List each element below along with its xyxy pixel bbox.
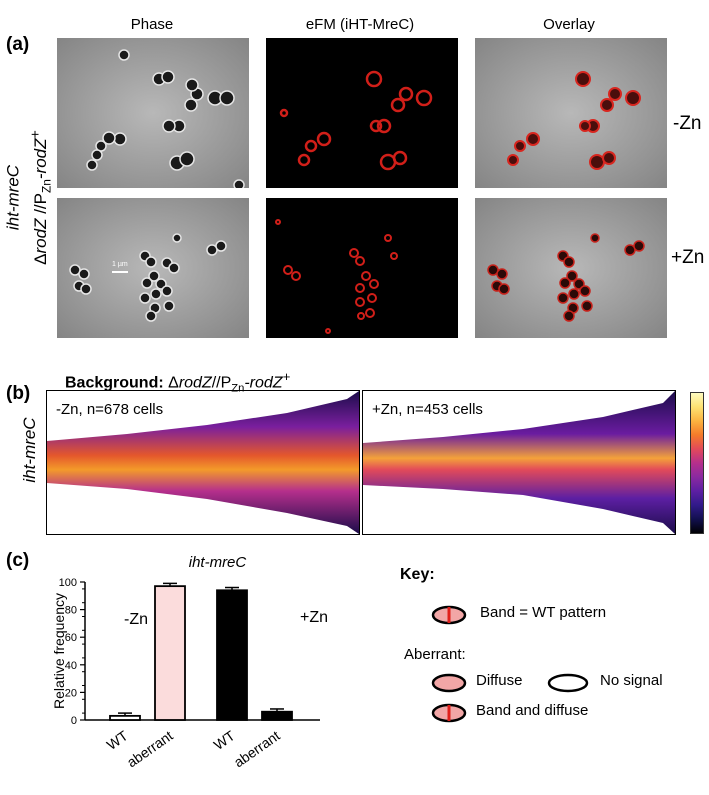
key: Key: Band = WT pattern Aberrant: Diffuse… [400, 566, 700, 746]
y-tick-label: 0 [71, 715, 77, 727]
bar-minus-zn-aberrant [154, 585, 186, 721]
x-tick-label: WT [211, 727, 238, 753]
x-tick-label: aberrant [231, 727, 283, 770]
y-tick-label: 20 [65, 687, 77, 699]
group-label-minus-zn: -Zn [124, 611, 148, 628]
background-label: Background: ΔrodZ//PZn-rodZ+ [65, 369, 291, 395]
panel-c-label: (c) [6, 550, 30, 571]
overlay-image-minus-zn [475, 38, 667, 188]
overlay-image-plus-zn [475, 198, 667, 338]
phase-image-plus-zn: 1 µm [57, 198, 249, 338]
column-title-efm: eFM (iHT-MreC) [305, 16, 415, 33]
column-title-phase: Phase [130, 16, 174, 33]
diffuse-cell-icon [431, 673, 467, 693]
kymograph-minus-zn-label: -Zn, n=678 cells [52, 400, 168, 419]
strain-label: iht-mreC ΔrodZ //PZn-rodZ+ [2, 78, 57, 318]
key-diffuse-label: Diffuse [476, 672, 523, 689]
no-signal-cell-icon [547, 673, 589, 693]
kymograph-plus-zn: +Zn, n=453 cells [362, 390, 676, 535]
panel-a-label: (a) [6, 34, 30, 55]
key-no-signal-label: No signal [600, 672, 663, 689]
band-diffuse-cell-icon [431, 703, 467, 723]
y-tick-label: 40 [65, 660, 77, 672]
x-tick-label: aberrant [124, 727, 176, 770]
bar-chart: iht-mreC 0 20 40 60 80 100 Relative frequency WT… [40, 552, 360, 790]
strain-label-line2: ΔrodZ //PZn-rodZ+ [27, 130, 54, 265]
kymograph-ylabel: iht-mreC [20, 417, 39, 483]
key-title: Key: [400, 566, 435, 583]
bar-minus-zn-WT [109, 714, 141, 721]
column-title-overlay: Overlay [543, 16, 595, 33]
row-label-plus-zn: +Zn [671, 247, 705, 268]
x-tick-label: WT [104, 727, 131, 753]
y-axis-label: Relative frequency [51, 593, 67, 709]
bar-chart-svg: iht-mreC 0 20 40 60 80 100 Relative frequency WT… [51, 554, 328, 770]
y-tick-label: 80 [65, 605, 77, 617]
phase-image-minus-zn [57, 38, 249, 188]
key-band-label: Band = WT pattern [480, 604, 607, 621]
chart-title: iht-mreC [189, 554, 247, 571]
colorbar [690, 392, 704, 534]
scale-bar-label: 1 µm [112, 261, 128, 268]
efm-image-minus-zn [266, 38, 458, 188]
bar-plus-zn-aberrant [261, 710, 293, 721]
strain-label-line1: iht-mreC [3, 164, 23, 231]
key-aberrant-label: Aberrant: [404, 646, 466, 663]
key-band-diffuse-label: Band and diffuse [476, 702, 589, 719]
panel-b-label: (b) [6, 383, 31, 404]
row-label-minus-zn: -Zn [673, 113, 702, 134]
efm-image-plus-zn [266, 198, 458, 338]
y-tick-label: 100 [59, 577, 77, 589]
bar-plus-zn-WT [216, 589, 248, 721]
band-cell-icon [431, 605, 467, 625]
kymograph-plus-zn-label: +Zn, n=453 cells [368, 400, 487, 419]
group-label-plus-zn: +Zn [300, 609, 328, 626]
y-tick-label: 60 [65, 632, 77, 644]
kymograph-minus-zn: -Zn, n=678 cells [46, 390, 360, 535]
